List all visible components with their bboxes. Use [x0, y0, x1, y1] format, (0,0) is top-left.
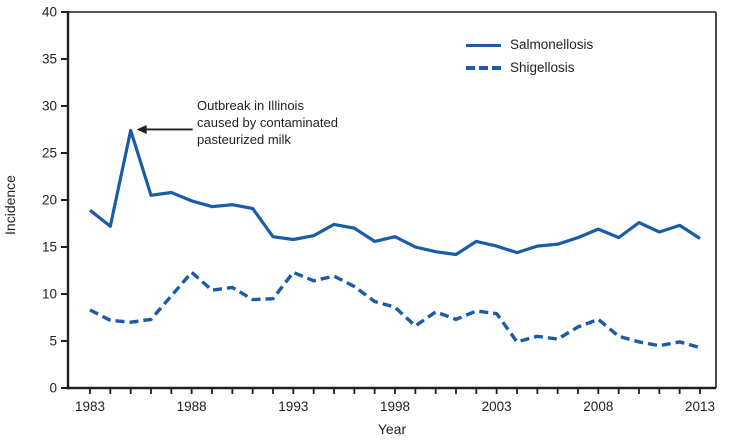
y-tick-label: 20 [42, 193, 57, 208]
outbreak-annotation: Outbreak in Illinois caused by contamina… [197, 97, 338, 148]
y-tick-label: 15 [42, 240, 57, 255]
y-tick-label: 40 [42, 5, 57, 20]
y-axis-title: Incidence [2, 175, 18, 235]
annotation-arrowhead-icon [136, 124, 147, 134]
legend-item-salmonellosis: Salmonellosis [466, 38, 593, 52]
x-tick-label: 1993 [278, 399, 308, 414]
y-tick-label: 35 [42, 52, 57, 67]
annotation-line: pasteurized milk [197, 132, 291, 147]
y-tick-label: 25 [42, 146, 57, 161]
dashed-line-swatch-icon [466, 66, 501, 70]
legend: Salmonellosis Shigellosis [466, 38, 593, 75]
annotation-line: caused by contaminated [197, 115, 338, 130]
legend-label: Shigellosis [510, 60, 575, 75]
x-axis-title: Year [377, 421, 407, 437]
x-tick-label: 1983 [75, 399, 105, 414]
x-tick-label: 2008 [583, 399, 613, 414]
x-tick-label: 1998 [380, 399, 410, 414]
x-tick-label: 1988 [177, 399, 207, 414]
salmonellosis-line [89, 128, 701, 257]
x-tick-label: 2013 [685, 399, 715, 414]
y-tick-label: 10 [42, 287, 57, 302]
x-tick-label: 2003 [482, 399, 512, 414]
annotation-line: Outbreak in Illinois [197, 98, 304, 113]
y-tick-label: 5 [49, 334, 57, 349]
shigellosis-line [89, 270, 701, 350]
y-tick-label: 30 [42, 99, 57, 114]
y-tick-label: 0 [49, 381, 57, 396]
legend-item-shigellosis: Shigellosis [466, 61, 593, 75]
solid-line-swatch-icon [466, 43, 501, 47]
legend-label: Salmonellosis [510, 37, 594, 52]
